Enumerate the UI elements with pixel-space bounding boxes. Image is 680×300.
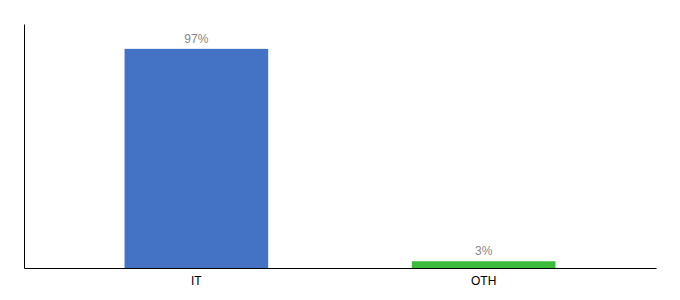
bars — [125, 49, 556, 268]
x-tick: IT — [191, 274, 202, 288]
y-axis — [24, 25, 25, 269]
x-tick: OTH — [471, 274, 496, 288]
x-axis: IT OTH — [25, 269, 657, 288]
plot: IT OTH 97% 3% — [25, 25, 657, 288]
x-axis-line — [25, 268, 657, 269]
bar — [125, 49, 269, 268]
data-label: 97% — [184, 32, 208, 46]
chart: IT OTH 97% 3% — [0, 0, 680, 300]
bar — [412, 261, 556, 268]
y-axis-line — [24, 25, 25, 269]
x-tick-label: OTH — [471, 274, 496, 288]
data-label: 3% — [475, 244, 493, 258]
x-tick-label: IT — [191, 274, 202, 288]
data-labels: 97% 3% — [184, 32, 492, 258]
